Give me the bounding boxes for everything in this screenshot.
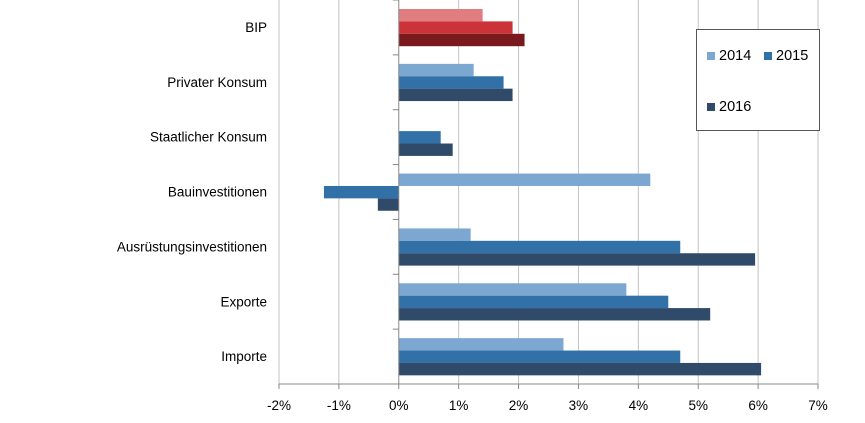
- bar-2015: [398, 295, 669, 309]
- x-tick-label: -1%: [327, 398, 351, 413]
- legend-label-2015: 2015: [776, 48, 809, 64]
- axes: [278, 0, 819, 389]
- bar-2014: [398, 9, 483, 22]
- legend-item-2016: 2016: [707, 99, 751, 115]
- x-tick-label: 6%: [748, 398, 768, 413]
- legend-label-2014: 2014: [719, 48, 752, 64]
- bar-2014: [398, 173, 651, 186]
- x-tick-label: 5%: [688, 398, 708, 413]
- x-tick-label: 2%: [509, 398, 529, 413]
- category-label: Importe: [221, 349, 267, 364]
- bar-2014: [398, 228, 471, 241]
- legend: 2014 2015 2016: [696, 29, 820, 131]
- legend-swatch-2015: [764, 52, 772, 60]
- x-tick-label: 7%: [808, 398, 828, 413]
- x-tick-label: 0%: [389, 398, 409, 413]
- bar-2015: [398, 240, 681, 254]
- legend-swatch-2016: [707, 103, 715, 111]
- x-tick-label: 1%: [449, 398, 469, 413]
- category-label: Ausrüstungsinvestitionen: [117, 239, 267, 254]
- bar-2016: [398, 253, 756, 266]
- bar-2015: [323, 185, 399, 199]
- bar-2014: [398, 283, 627, 296]
- bar-2014: [398, 63, 474, 77]
- bar-2016: [398, 88, 513, 102]
- category-label: Exporte: [220, 294, 267, 309]
- legend-swatch-2014: [707, 52, 715, 60]
- category-label: Staatlicher Konsum: [150, 130, 267, 145]
- x-tick-label: 3%: [569, 398, 589, 413]
- bar-2016: [398, 362, 762, 376]
- category-label: Privater Konsum: [167, 75, 267, 90]
- category-label: BIP: [245, 20, 267, 35]
- bar-2016: [398, 308, 711, 321]
- legend-item-2014: 2014: [707, 48, 751, 64]
- bar-2015: [398, 76, 504, 89]
- legend-item-2015: 2015: [764, 48, 808, 64]
- bar-2015: [398, 131, 441, 144]
- category-label: Bauinvestitionen: [168, 185, 267, 200]
- bar-2015: [398, 350, 681, 363]
- x-tick-label: -2%: [267, 398, 291, 413]
- bar-2014: [398, 338, 564, 351]
- bars: [323, 9, 762, 376]
- labels: -2% -1% 0% 1% 2% 3% 4% 5% 6% 7% BIP Privater Konsum…: [117, 20, 828, 413]
- x-tick-label: 4%: [629, 398, 649, 413]
- legend-label-2016: 2016: [719, 99, 752, 115]
- bar-2015: [398, 21, 513, 34]
- bar-2016: [398, 143, 453, 156]
- bar-2016: [398, 33, 525, 47]
- bar-2016: [377, 198, 399, 211]
